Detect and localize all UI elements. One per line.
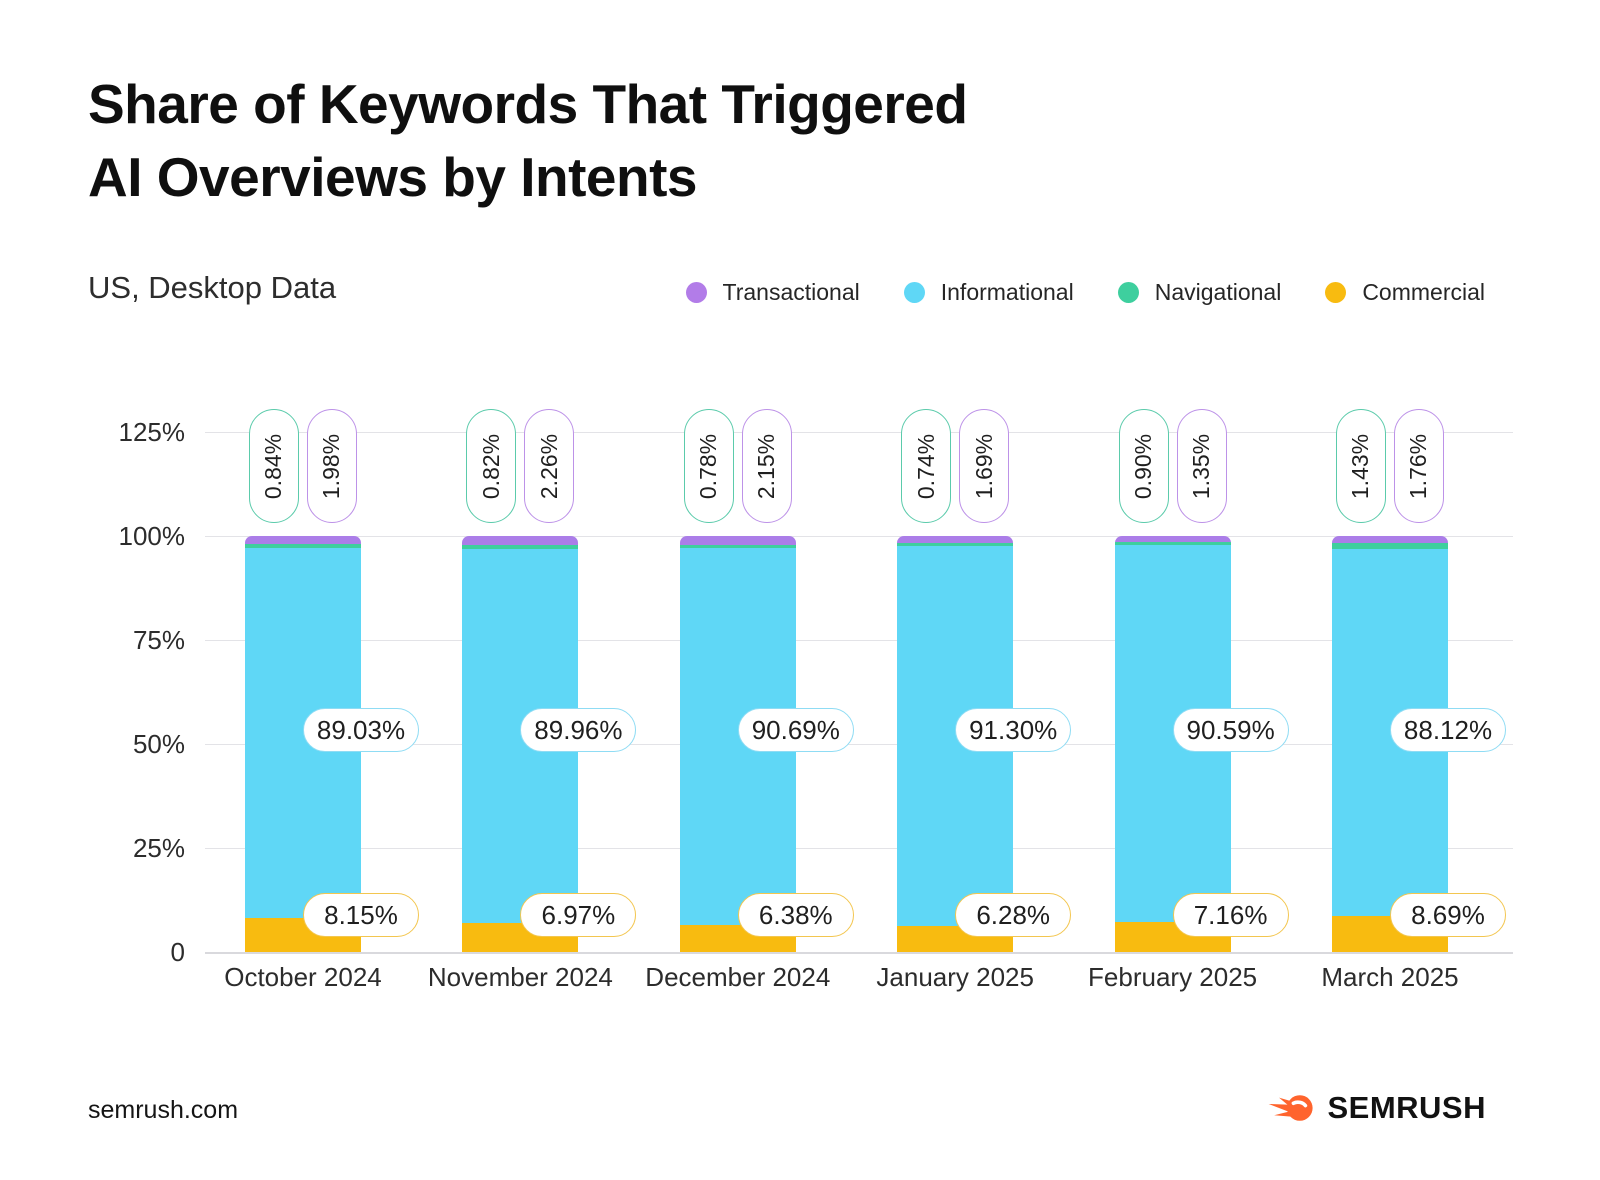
segment-transactional bbox=[1332, 536, 1448, 544]
navigational-color-dot-icon bbox=[1117, 282, 1139, 303]
legend-item-commercial: Commercial bbox=[1325, 279, 1485, 306]
y-axis-tick-0: 0 bbox=[170, 937, 185, 967]
pill-label-transactional-january-2025: 1.69% bbox=[970, 433, 997, 499]
pill-label-transactional-february-2025: 1.35% bbox=[1188, 433, 1215, 499]
pill-transactional-december-2024: 2.15% bbox=[741, 409, 792, 523]
pill-commercial-january-2025: 6.28% bbox=[955, 893, 1072, 937]
segment-navigational bbox=[1332, 543, 1448, 550]
pill-label-navigational-november-2024: 0.82% bbox=[477, 433, 504, 499]
pill-commercial-march-2025: 8.69% bbox=[1390, 893, 1506, 937]
pill-transactional-november-2024: 2.26% bbox=[524, 409, 575, 523]
segment-transactional bbox=[679, 536, 796, 545]
pill-label-transactional-october-2024: 1.98% bbox=[318, 433, 345, 499]
brand-name: SEMRUSH bbox=[1327, 1090, 1486, 1125]
y-axis-tick-75-: 75% bbox=[132, 625, 185, 655]
legend-item-informational: Informational bbox=[903, 279, 1074, 306]
gridline-50- bbox=[205, 744, 1513, 745]
y-axis-tick-50-: 50% bbox=[132, 729, 185, 759]
segment-navigational bbox=[462, 545, 579, 549]
page-title-line-2: AI Overviews by Intents bbox=[88, 145, 698, 208]
legend-label-transactional: Transactional bbox=[722, 279, 860, 305]
pill-commercial-october-2024: 8.15% bbox=[303, 893, 419, 937]
pill-informational-january-2025: 91.30% bbox=[955, 708, 1072, 752]
legend-label-navigational: Navigational bbox=[1154, 279, 1282, 305]
pill-informational-october-2024: 89.03% bbox=[303, 708, 419, 752]
transactional-color-dot-icon bbox=[685, 282, 707, 303]
commercial-color-dot-icon bbox=[1325, 282, 1347, 303]
y-axis-tick-25-: 25% bbox=[132, 833, 185, 863]
pill-transactional-january-2025: 1.69% bbox=[959, 409, 1010, 523]
page-title-line-1: Share of Keywords That Triggered bbox=[88, 73, 968, 135]
x-axis-label-october-2024: October 2024 bbox=[224, 962, 382, 992]
legend-item-navigational: Navigational bbox=[1117, 279, 1282, 306]
pill-label-navigational-december-2024: 0.78% bbox=[695, 433, 722, 499]
gridline-125- bbox=[205, 432, 1513, 433]
segment-navigational bbox=[1114, 541, 1231, 546]
x-axis-label-january-2025: January 2025 bbox=[876, 962, 1034, 992]
chart-subtitle: US, Desktop Data bbox=[88, 270, 337, 305]
brand-logo: SEMRUSH bbox=[1267, 1090, 1486, 1126]
y-axis-tick-100-: 100% bbox=[118, 521, 186, 551]
pill-label-transactional-december-2024: 2.15% bbox=[753, 433, 780, 499]
segment-navigational bbox=[679, 544, 796, 549]
pill-navigational-november-2024: 0.82% bbox=[466, 409, 517, 523]
gridline-100- bbox=[205, 536, 1513, 537]
page-title: Share of Keywords That Triggered AI Over… bbox=[88, 68, 968, 213]
x-axis-label-november-2024: November 2024 bbox=[427, 962, 613, 992]
source-url: semrush.com bbox=[88, 1096, 239, 1124]
pill-commercial-november-2024: 6.97% bbox=[520, 893, 637, 937]
pill-navigational-january-2025: 0.74% bbox=[901, 409, 952, 523]
pill-transactional-october-2024: 1.98% bbox=[307, 409, 357, 523]
x-axis-label-december-2024: December 2024 bbox=[645, 962, 831, 992]
pill-label-navigational-october-2024: 0.84% bbox=[260, 433, 287, 499]
legend-item-transactional: Transactional bbox=[685, 279, 860, 306]
gridline-0 bbox=[205, 952, 1513, 954]
segment-transactional bbox=[1114, 536, 1231, 542]
x-axis-label-march-2025: March 2025 bbox=[1321, 962, 1459, 992]
pill-navigational-october-2024: 0.84% bbox=[249, 409, 299, 523]
pill-navigational-february-2025: 0.90% bbox=[1118, 409, 1169, 523]
pill-label-navigational-january-2025: 0.74% bbox=[912, 433, 939, 499]
y-axis-tick-125-: 125% bbox=[118, 417, 186, 447]
pill-transactional-february-2025: 1.35% bbox=[1176, 409, 1227, 523]
x-axis-label-february-2025: February 2025 bbox=[1088, 962, 1258, 992]
pill-informational-december-2024: 90.69% bbox=[737, 708, 854, 752]
segment-navigational bbox=[245, 544, 361, 548]
pill-commercial-february-2025: 7.16% bbox=[1172, 893, 1289, 937]
segment-navigational bbox=[897, 542, 1014, 547]
pill-navigational-december-2024: 0.78% bbox=[683, 409, 734, 523]
pill-label-navigational-february-2025: 0.90% bbox=[1130, 433, 1157, 499]
gridline-25- bbox=[205, 848, 1513, 849]
informational-color-dot-icon bbox=[903, 282, 925, 303]
pill-navigational-march-2025: 1.43% bbox=[1336, 409, 1386, 523]
pill-label-transactional-march-2025: 1.76% bbox=[1405, 433, 1432, 499]
semrush-flame-icon bbox=[1269, 1095, 1314, 1121]
legend: Transactional Informational Navigational… bbox=[685, 279, 1485, 306]
legend-label-commercial: Commercial bbox=[1362, 279, 1485, 305]
pill-transactional-march-2025: 1.76% bbox=[1394, 409, 1444, 523]
legend-label-informational: Informational bbox=[940, 279, 1074, 305]
pill-informational-march-2025: 88.12% bbox=[1390, 708, 1506, 752]
pill-commercial-december-2024: 6.38% bbox=[737, 893, 854, 937]
pill-informational-november-2024: 89.96% bbox=[520, 708, 637, 752]
gridline-75- bbox=[205, 640, 1513, 641]
segment-transactional bbox=[462, 535, 579, 546]
pill-label-navigational-march-2025: 1.43% bbox=[1347, 433, 1374, 499]
pill-label-transactional-november-2024: 2.26% bbox=[535, 433, 562, 499]
segment-transactional bbox=[897, 535, 1014, 543]
segment-transactional bbox=[245, 536, 361, 545]
pill-informational-february-2025: 90.59% bbox=[1172, 708, 1289, 752]
